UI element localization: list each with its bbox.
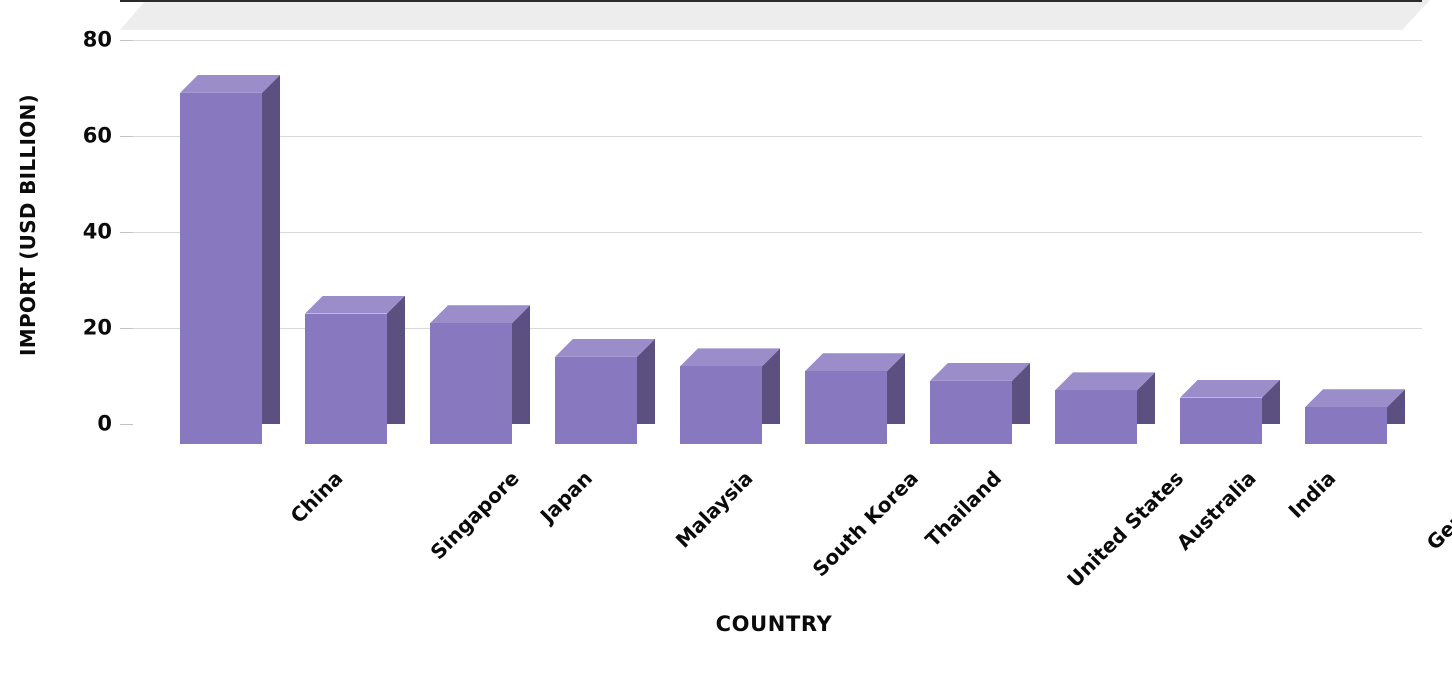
bar-india[interactable] bbox=[1180, 379, 1280, 444]
x-axis-line bbox=[120, 0, 1422, 2]
bar-top-face bbox=[1305, 389, 1405, 407]
bar-side-face bbox=[762, 348, 780, 424]
y-axis-tick-label: 80 bbox=[82, 27, 112, 52]
bar-china[interactable] bbox=[180, 74, 280, 444]
bar-top-face bbox=[305, 296, 405, 314]
bar-side-face bbox=[637, 338, 655, 424]
bar-front-face bbox=[430, 323, 512, 444]
y-axis-tick-mark bbox=[120, 328, 133, 329]
gridline bbox=[120, 232, 1422, 233]
floor-plane bbox=[120, 0, 1430, 30]
bar-top-face bbox=[930, 363, 1030, 381]
bar-front-face bbox=[555, 356, 637, 444]
x-axis-tick-label: India bbox=[1283, 466, 1341, 523]
bar-front-face bbox=[680, 366, 762, 444]
bar-front-face bbox=[930, 380, 1012, 444]
x-axis-tick-label: China bbox=[285, 466, 348, 528]
bar-united-states[interactable] bbox=[930, 362, 1030, 444]
bar-singapore[interactable] bbox=[305, 295, 405, 444]
bar-top-face bbox=[430, 305, 530, 323]
bar-front-face bbox=[1055, 390, 1137, 444]
x-axis-tick-labels: China Singapore Japan Malaysia South Korea Th… bbox=[120, 462, 1452, 592]
bar-top-face bbox=[1055, 372, 1155, 390]
y-axis-tick-label: 60 bbox=[82, 123, 112, 148]
bar-front-face bbox=[180, 92, 262, 444]
y-axis-tick-label: 20 bbox=[82, 315, 112, 340]
bar-australia[interactable] bbox=[1055, 372, 1155, 444]
x-axis-tick-label: Singapore bbox=[425, 466, 524, 565]
gridline bbox=[120, 136, 1422, 137]
bar-front-face bbox=[1305, 407, 1387, 444]
bar-side-face bbox=[887, 353, 905, 424]
y-axis-tick-mark bbox=[120, 424, 133, 425]
bar-side-face bbox=[1012, 362, 1030, 424]
y-axis-tick-labels: 0 20 40 60 80 bbox=[44, 0, 112, 470]
y-axis-tick-label: 40 bbox=[82, 219, 112, 244]
y-axis-tick-label: 0 bbox=[97, 411, 112, 436]
x-axis-tick-label: United States bbox=[1062, 466, 1189, 593]
x-axis-tick-label: Germany bbox=[1421, 466, 1452, 555]
bar-side-face bbox=[512, 305, 530, 424]
x-axis-tick-label: Thailand bbox=[920, 466, 1007, 552]
gridline bbox=[120, 40, 1422, 41]
y-axis-tick-mark bbox=[120, 136, 133, 137]
y-axis-tick-mark bbox=[120, 40, 133, 41]
bar-front-face bbox=[805, 371, 887, 444]
bar-top-face bbox=[555, 339, 655, 357]
bar-south-korea[interactable] bbox=[680, 348, 780, 444]
bar-front-face bbox=[305, 313, 387, 444]
x-axis-tick-label: Japan bbox=[535, 466, 597, 528]
bar-japan[interactable] bbox=[430, 305, 530, 444]
y-axis-title-text: IMPORT (USD BILLION) bbox=[16, 94, 40, 356]
bar-top-face bbox=[680, 348, 780, 366]
bar-top-face bbox=[1180, 380, 1280, 398]
bar-malaysia[interactable] bbox=[555, 338, 655, 444]
x-axis-tick-label: South Korea bbox=[807, 466, 923, 582]
bar-front-face bbox=[1180, 397, 1262, 444]
bar-side-face bbox=[387, 295, 405, 424]
plot-area bbox=[120, 0, 1430, 470]
x-axis-tick-label: Malaysia bbox=[670, 466, 758, 553]
y-axis-tick-mark bbox=[120, 232, 133, 233]
gridline bbox=[120, 328, 1422, 329]
bar-germany[interactable] bbox=[1305, 389, 1405, 444]
bar-side-face bbox=[262, 74, 280, 424]
x-axis-title: COUNTRY bbox=[715, 612, 833, 636]
bar-thailand[interactable] bbox=[805, 353, 905, 444]
bar-top-face bbox=[805, 353, 905, 371]
bar-top-face bbox=[180, 75, 280, 93]
